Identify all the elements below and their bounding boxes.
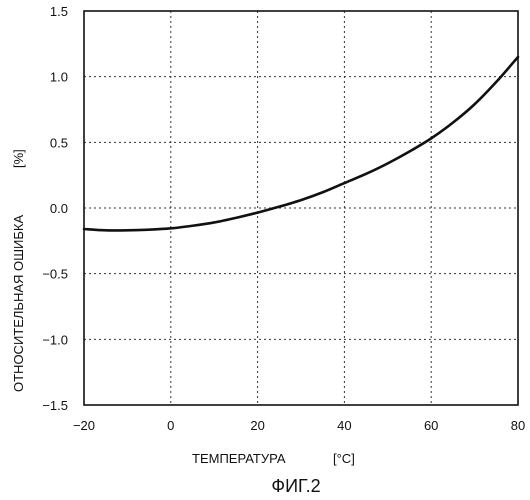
x-axis-unit: [°C] (333, 451, 355, 466)
series-layer (84, 57, 518, 230)
y-tick-label: −1.0 (42, 332, 68, 347)
y-tick-label: 0.5 (50, 135, 68, 150)
grid-lines (84, 11, 518, 405)
y-axis-label: ОТНОСИТЕЛЬНАЯ ОШИБКА (11, 215, 26, 392)
y-tick-label: −1.5 (42, 398, 68, 413)
x-tick-label: 20 (250, 418, 264, 433)
x-axis-label: ТЕМПЕРАТУРА (192, 451, 286, 466)
y-tick-label: 0.0 (50, 201, 68, 216)
figure-caption: ФИГ.2 (271, 476, 320, 496)
relative-error-curve (84, 57, 518, 230)
x-tick-label: 60 (424, 418, 438, 433)
y-axis-unit: [%] (11, 149, 26, 168)
y-tick-label: 1.0 (50, 70, 68, 85)
y-tick-label: 1.5 (50, 4, 68, 19)
x-tick-label: 0 (167, 418, 174, 433)
y-tick-label: −0.5 (42, 267, 68, 282)
x-tick-label: 80 (511, 418, 525, 433)
x-tick-label: 40 (337, 418, 351, 433)
x-tick-label: −20 (73, 418, 95, 433)
tick-labels: −20 0 20 40 60 80 −1.5 −1.0 −0.5 0.0 0.5 1.0 1.5 (42, 4, 525, 433)
